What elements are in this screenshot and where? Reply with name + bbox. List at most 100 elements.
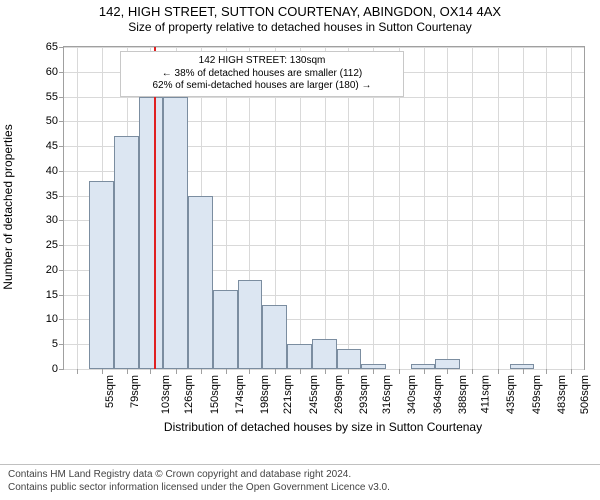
histogram-bar	[188, 196, 213, 369]
x-tick-mark	[275, 369, 276, 374]
x-tick-label: 150sqm	[209, 375, 221, 414]
y-tick-mark	[59, 270, 64, 271]
y-tick-mark	[59, 245, 64, 246]
x-tick-label: 411sqm	[480, 375, 492, 413]
gridline-vertical	[498, 47, 499, 369]
y-tick-mark	[59, 171, 64, 172]
histogram-bar	[510, 364, 534, 369]
y-tick-label: 60	[46, 66, 58, 78]
x-tick-mark	[373, 369, 374, 374]
histogram-bar	[435, 359, 460, 369]
x-tick-label: 506sqm	[580, 375, 592, 414]
x-tick-mark	[77, 369, 78, 374]
y-tick-mark	[59, 121, 64, 122]
gridline-vertical	[424, 47, 425, 369]
title-main: 142, HIGH STREET, SUTTON COURTENAY, ABIN…	[0, 4, 600, 20]
gridline-vertical	[546, 47, 547, 369]
gridline-vertical	[571, 47, 572, 369]
histogram-bar	[163, 97, 188, 369]
y-tick-label: 5	[52, 338, 58, 350]
y-tick-mark	[59, 295, 64, 296]
x-tick-label: 174sqm	[234, 375, 246, 414]
y-tick-mark	[59, 72, 64, 73]
x-tick-mark	[325, 369, 326, 374]
x-tick-mark	[498, 369, 499, 374]
footer: Contains HM Land Registry data © Crown c…	[0, 464, 600, 500]
histogram-bar	[213, 290, 238, 369]
histogram-bar	[312, 339, 337, 369]
y-tick-mark	[59, 344, 64, 345]
y-tick-label: 65	[46, 41, 58, 53]
annotation-line: 62% of semi-detached houses are larger (…	[127, 80, 397, 93]
footer-line-2: Contains public sector information licen…	[8, 482, 592, 495]
histogram-bar	[89, 181, 114, 369]
x-tick-mark	[523, 369, 524, 374]
x-tick-label: 483sqm	[556, 375, 568, 414]
y-tick-mark	[59, 220, 64, 221]
histogram-bar	[114, 136, 139, 369]
x-tick-label: 103sqm	[160, 375, 172, 414]
x-tick-mark	[348, 369, 349, 374]
x-tick-label: 364sqm	[432, 375, 444, 414]
y-tick-label: 10	[46, 313, 58, 325]
title-sub: Size of property relative to detached ho…	[0, 20, 600, 34]
histogram-bar	[262, 305, 287, 369]
x-tick-label: 269sqm	[333, 375, 345, 414]
x-tick-label: 340sqm	[407, 375, 419, 414]
x-tick-mark	[472, 369, 473, 374]
annotation-box: 142 HIGH STREET: 130sqm← 38% of detached…	[120, 51, 404, 97]
footer-line-1: Contains HM Land Registry data © Crown c…	[8, 469, 592, 482]
y-tick-label: 0	[52, 363, 58, 375]
annotation-line: 142 HIGH STREET: 130sqm	[127, 55, 397, 68]
y-tick-label: 55	[46, 91, 58, 103]
y-tick-label: 15	[46, 289, 58, 301]
x-tick-mark	[102, 369, 103, 374]
x-tick-mark	[447, 369, 448, 374]
gridline-vertical	[523, 47, 524, 369]
x-tick-label: 245sqm	[308, 375, 320, 414]
gridline-vertical	[472, 47, 473, 369]
y-tick-mark	[59, 319, 64, 320]
histogram-bar	[337, 349, 361, 369]
histogram-bar	[139, 97, 163, 369]
x-axis-label: Distribution of detached houses by size …	[63, 420, 583, 434]
y-tick-mark	[59, 97, 64, 98]
x-tick-mark	[249, 369, 250, 374]
chart-title: 142, HIGH STREET, SUTTON COURTENAY, ABIN…	[0, 4, 600, 34]
annotation-line: ← 38% of detached houses are smaller (11…	[127, 68, 397, 81]
y-tick-mark	[59, 146, 64, 147]
x-tick-label: 221sqm	[283, 375, 295, 414]
x-tick-label: 293sqm	[358, 375, 370, 414]
x-tick-label: 388sqm	[457, 375, 469, 414]
y-tick-label: 50	[46, 115, 58, 127]
x-tick-mark	[300, 369, 301, 374]
x-tick-mark	[399, 369, 400, 374]
y-tick-label: 35	[46, 190, 58, 202]
x-tick-mark	[546, 369, 547, 374]
x-tick-label: 55sqm	[104, 375, 116, 408]
y-tick-label: 40	[46, 165, 58, 177]
histogram-bar	[238, 280, 262, 369]
x-tick-label: 435sqm	[506, 375, 518, 414]
x-tick-label: 316sqm	[382, 375, 394, 414]
x-tick-mark	[201, 369, 202, 374]
y-axis-label: Number of detached properties	[1, 124, 15, 289]
y-tick-mark	[59, 47, 64, 48]
x-tick-label: 459sqm	[531, 375, 543, 414]
x-tick-mark	[571, 369, 572, 374]
y-tick-label: 45	[46, 140, 58, 152]
x-tick-mark	[127, 369, 128, 374]
y-tick-mark	[59, 196, 64, 197]
histogram-bar	[411, 364, 435, 369]
y-tick-label: 30	[46, 214, 58, 226]
x-tick-label: 198sqm	[259, 375, 271, 414]
x-tick-mark	[150, 369, 151, 374]
chart-container: 142, HIGH STREET, SUTTON COURTENAY, ABIN…	[0, 0, 600, 500]
y-tick-label: 20	[46, 264, 58, 276]
x-tick-mark	[226, 369, 227, 374]
y-tick-mark	[59, 369, 64, 370]
histogram-bar	[361, 364, 386, 369]
x-tick-mark	[176, 369, 177, 374]
y-tick-label: 25	[46, 239, 58, 251]
x-tick-label: 126sqm	[184, 375, 196, 414]
